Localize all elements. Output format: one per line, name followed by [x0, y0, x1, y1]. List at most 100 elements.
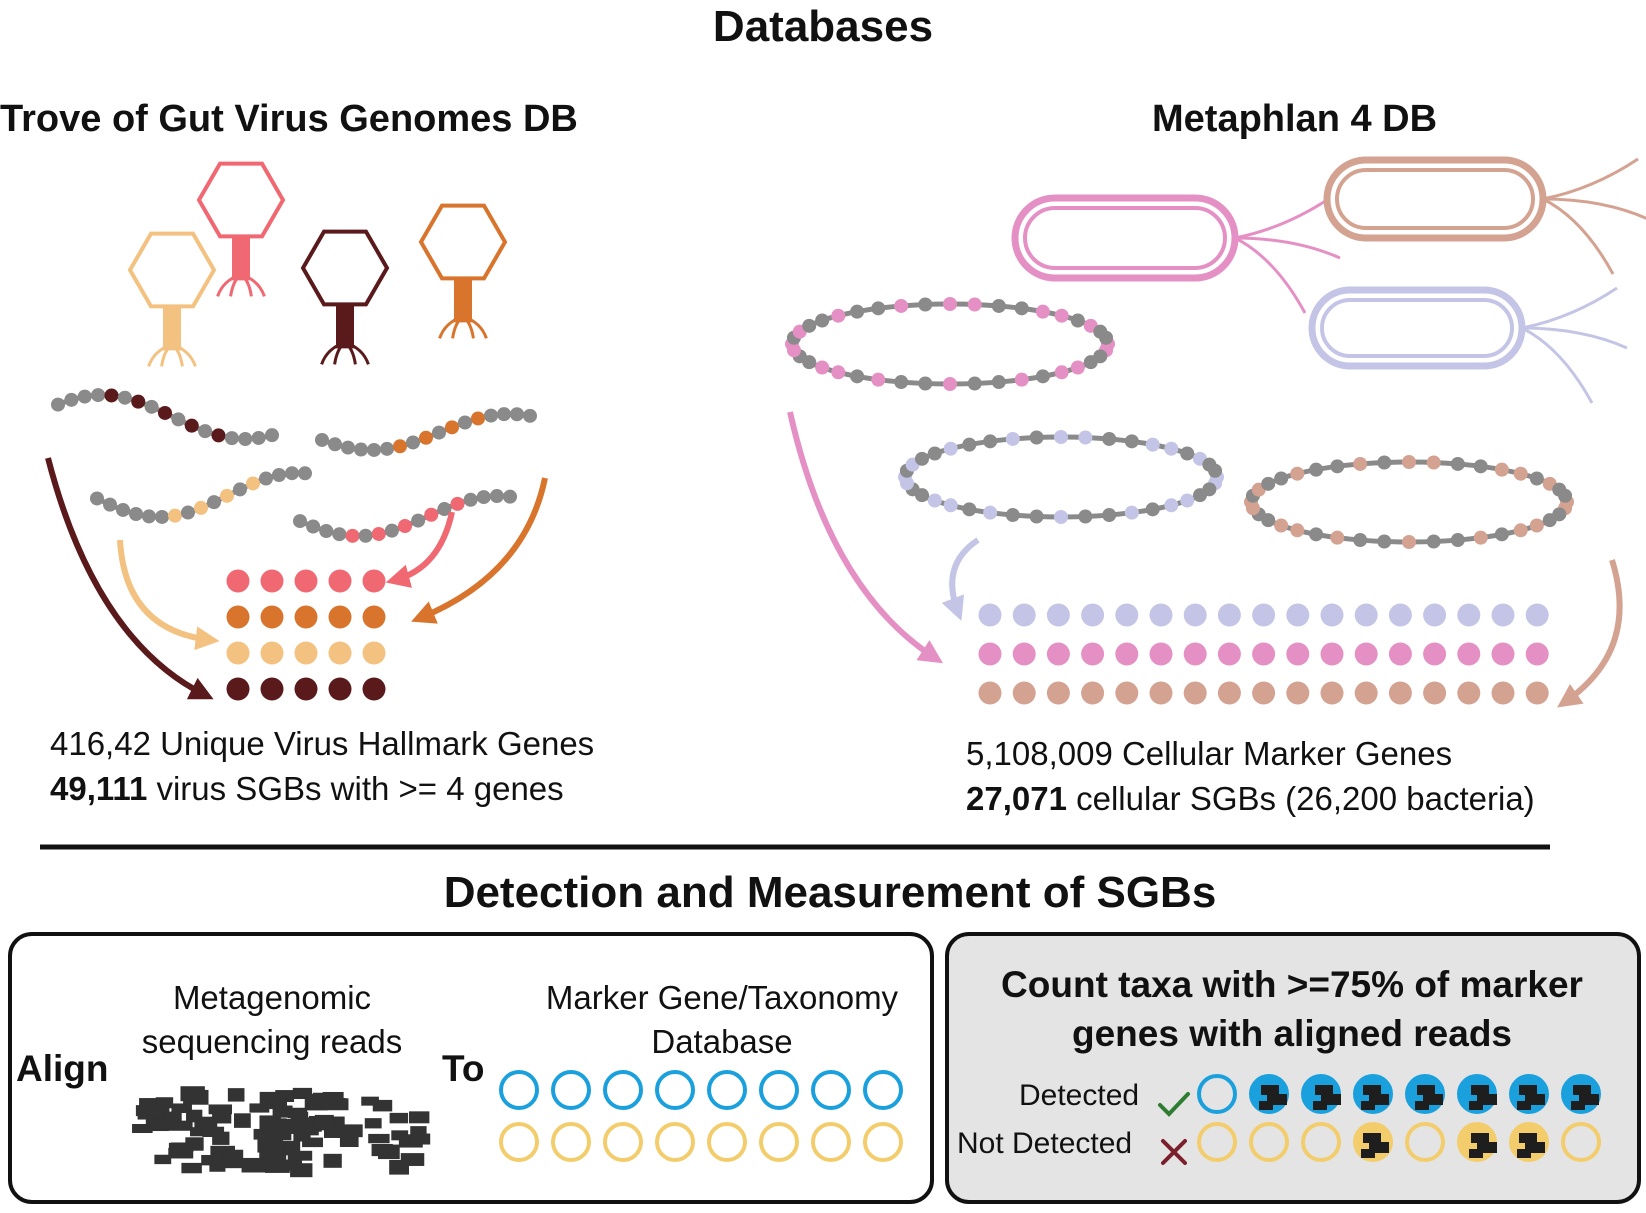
virus-arrow-peach	[117, 539, 220, 651]
virus-genome-strands	[51, 388, 537, 543]
read-fragment	[287, 1107, 308, 1119]
virus-genome-strand	[293, 489, 517, 543]
cell-marker-dot	[1252, 642, 1276, 666]
virus-gene-dot	[260, 569, 284, 593]
cell-marker-dot	[1354, 681, 1378, 705]
virus-gene-dot	[294, 641, 318, 665]
section2-title: Detection and Measurement of SGBs	[443, 868, 1217, 917]
marker-gene-ring	[1249, 1074, 1289, 1114]
virus-arrow-dark	[45, 457, 214, 700]
cell-marker-dot	[1012, 603, 1036, 627]
virus-gene-dot	[260, 677, 284, 701]
cell-marker-dot	[1149, 642, 1173, 666]
cell-marker-dot	[1081, 603, 1105, 627]
detected-label: Detected	[1019, 1079, 1140, 1112]
marker-gene-ring	[863, 1070, 903, 1110]
marker-gene-ring	[1405, 1122, 1445, 1162]
cell-marker-dot	[1388, 603, 1412, 627]
read-fragment	[389, 1112, 409, 1124]
marker-gene-ring	[1509, 1074, 1549, 1114]
marker-gene-ring	[603, 1070, 643, 1110]
cell-marker-dot	[1183, 642, 1207, 666]
cell-marker-dot	[1252, 603, 1276, 627]
cell-marker-dot	[1046, 603, 1070, 627]
cell-marker-dot	[1115, 681, 1139, 705]
marker-gene-ring	[1249, 1122, 1289, 1162]
marker-gene-ring	[759, 1070, 799, 1110]
virus-hallmark-gene-grid	[226, 569, 386, 701]
cell-marker-dot	[1081, 642, 1105, 666]
marker-gene-ring	[655, 1070, 695, 1110]
marker-gene-ring	[1561, 1074, 1601, 1114]
database-rings-yellow	[499, 1122, 903, 1162]
read-fragment	[323, 1098, 346, 1109]
read-fragment	[314, 1114, 334, 1130]
marker-gene-ring	[1197, 1074, 1237, 1114]
read-fragment	[361, 1096, 379, 1106]
read-fragment	[155, 1097, 174, 1109]
bacterium-icon	[1011, 194, 1341, 314]
virus-gene-dot	[294, 569, 318, 593]
cell-marker-dot	[1217, 681, 1241, 705]
not-detected-row	[1197, 1122, 1601, 1162]
read-fragment	[285, 1159, 303, 1171]
marker-gene-ring	[759, 1122, 799, 1162]
cell-marker-dot	[1115, 603, 1139, 627]
virus-stats: 416,42 Unique Virus Hallmark Genes 49,11…	[50, 721, 594, 811]
cell-marker-dot	[1491, 642, 1515, 666]
read-fragment	[292, 1087, 313, 1100]
read-fragment	[304, 1097, 328, 1111]
circular-genome	[898, 430, 1224, 524]
virus-gene-dot	[328, 641, 352, 665]
virus-arrow-red	[385, 511, 455, 588]
virus-gene-dot	[226, 569, 250, 593]
marker-gene-ring	[551, 1070, 591, 1110]
marker-gene-ring	[1405, 1074, 1445, 1114]
read-fragment	[257, 1138, 284, 1153]
read-fragment	[264, 1161, 290, 1173]
virus-db-heading: Trove of Gut Virus Genomes DB	[0, 98, 578, 140]
read-fragment	[171, 1103, 192, 1114]
read-fragment	[249, 1103, 270, 1113]
read-fragment	[266, 1098, 288, 1110]
virus-arrow-orange	[411, 477, 548, 624]
phage-icon	[300, 229, 390, 365]
read-fragment	[372, 1099, 393, 1112]
cell-arrow-pink	[787, 411, 944, 664]
aligned-reads	[1313, 1085, 1341, 1110]
read-fragment	[339, 1135, 359, 1148]
cell-marker-dot	[1320, 603, 1344, 627]
not-detected-label: Not Detected	[957, 1127, 1133, 1160]
virus-gene-dot	[260, 641, 284, 665]
marker-gene-ring	[1353, 1074, 1393, 1114]
read-fragment	[212, 1113, 232, 1124]
aligned-reads	[1469, 1085, 1497, 1110]
marker-gene-ring	[1301, 1074, 1341, 1114]
cell-marker-dot	[1217, 603, 1241, 627]
circular-genome	[785, 297, 1115, 391]
cell-marker-dot	[978, 681, 1002, 705]
read-fragment	[389, 1159, 410, 1175]
read-fragment	[344, 1124, 363, 1138]
read-fragment	[148, 1106, 170, 1119]
bacterium-icon	[1323, 156, 1646, 275]
virus-gene-dot	[328, 677, 352, 701]
cell-marker-dot	[1252, 681, 1276, 705]
cell-marker-dot	[1149, 603, 1173, 627]
cell-marker-dot	[1149, 681, 1173, 705]
cell-db-heading: Metaphlan 4 DB	[1152, 98, 1438, 140]
cell-marker-dot	[1388, 642, 1412, 666]
marker-gene-ring	[1509, 1122, 1549, 1162]
marker-gene-ring	[707, 1122, 747, 1162]
cellular-marker-gene-grid	[978, 603, 1549, 705]
cell-marker-dot	[1286, 642, 1310, 666]
cell-marker-dot	[1457, 642, 1481, 666]
cell-marker-dot	[1457, 603, 1481, 627]
read-fragment	[368, 1133, 390, 1144]
cross-icon	[1161, 1139, 1187, 1165]
marker-gene-ring	[1457, 1122, 1497, 1162]
read-fragment	[364, 1118, 382, 1129]
marker-gene-ring	[1457, 1074, 1497, 1114]
read-fragment	[208, 1104, 233, 1115]
cell-marker-dot	[1320, 642, 1344, 666]
